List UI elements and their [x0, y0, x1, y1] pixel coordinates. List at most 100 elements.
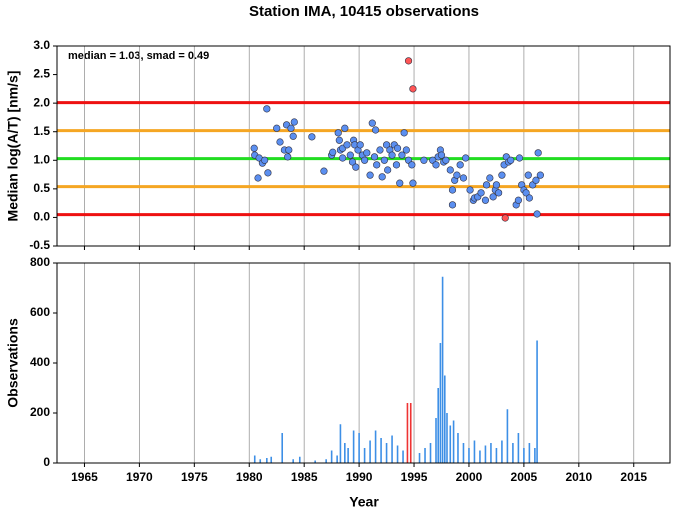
plot-frame — [56, 45, 671, 247]
point — [522, 189, 530, 197]
y-tick-label: 1.0 — [33, 152, 50, 166]
bar — [391, 435, 393, 463]
x-tick-label: 2005 — [511, 470, 538, 484]
x-tick-label: 2015 — [620, 470, 647, 484]
point — [489, 193, 497, 201]
bar — [449, 425, 452, 463]
y-tick-label: 1.5 — [33, 124, 50, 138]
x-tick-label: 1985 — [291, 470, 318, 484]
point — [501, 214, 509, 222]
point — [532, 176, 540, 184]
point — [335, 136, 343, 144]
plot-frame — [56, 262, 671, 464]
bar — [443, 375, 446, 463]
point — [356, 141, 364, 149]
point — [446, 166, 454, 174]
point — [341, 124, 349, 132]
point — [261, 156, 269, 164]
point — [352, 163, 360, 171]
point — [384, 166, 392, 174]
point — [363, 149, 371, 157]
bar — [536, 340, 538, 463]
point — [348, 158, 357, 166]
point — [498, 171, 506, 179]
bar — [490, 443, 492, 463]
point — [481, 196, 490, 204]
point — [442, 156, 450, 164]
point — [408, 161, 416, 169]
point — [525, 194, 533, 202]
y-tick-label: 2.0 — [33, 95, 50, 109]
point — [400, 129, 408, 137]
bar — [441, 276, 444, 463]
point — [432, 161, 440, 169]
bar — [298, 456, 301, 463]
point — [495, 189, 503, 197]
bar — [259, 459, 262, 463]
bar — [495, 448, 498, 463]
bar — [452, 420, 455, 463]
point — [492, 181, 501, 189]
point — [273, 124, 281, 132]
bar — [468, 448, 470, 463]
point — [402, 146, 410, 154]
point — [276, 138, 284, 146]
bar — [281, 433, 284, 463]
point — [420, 156, 428, 164]
bar — [528, 443, 531, 463]
point — [437, 151, 446, 159]
bar — [523, 448, 525, 463]
point — [371, 126, 380, 134]
bar — [429, 443, 432, 463]
bar — [437, 388, 440, 463]
point — [482, 181, 491, 189]
point — [404, 57, 413, 65]
bar — [457, 433, 459, 463]
point — [290, 118, 298, 126]
y-tick-label: 200 — [30, 405, 50, 419]
bar — [506, 409, 509, 463]
bar — [406, 403, 409, 463]
bar — [402, 450, 404, 463]
y-tick-label: 400 — [30, 355, 50, 369]
point — [376, 146, 384, 154]
point — [534, 149, 542, 157]
bar — [409, 403, 412, 463]
point — [536, 171, 544, 179]
bar — [266, 458, 268, 463]
bar — [534, 448, 536, 463]
point — [524, 171, 532, 179]
point — [477, 189, 485, 197]
x-tick-label: 1965 — [71, 470, 98, 484]
x-tick-label: 2010 — [565, 470, 592, 484]
y-tick-label: 0.5 — [33, 181, 50, 195]
point — [254, 174, 262, 182]
point — [396, 179, 404, 187]
y-tick-label: 800 — [30, 255, 50, 269]
y-tick-label: 0.0 — [33, 210, 50, 224]
point — [360, 156, 369, 164]
x-tick-label: 1980 — [236, 470, 263, 484]
point — [250, 144, 258, 152]
y-tick-label: -0.5 — [29, 238, 50, 252]
point — [448, 186, 457, 194]
point — [373, 161, 381, 169]
point — [456, 161, 464, 169]
point — [346, 151, 354, 159]
bar — [336, 455, 338, 463]
point — [448, 201, 457, 209]
point — [370, 153, 379, 161]
bar — [446, 413, 448, 463]
point — [409, 179, 417, 187]
y-tick-label: 600 — [30, 305, 50, 319]
point — [462, 154, 470, 162]
bar — [292, 459, 294, 463]
x-tick-label: 1975 — [181, 470, 208, 484]
point — [393, 144, 402, 152]
bar — [380, 438, 382, 463]
y-tick-label: 2.5 — [33, 67, 50, 81]
point — [388, 151, 396, 159]
bar — [330, 450, 333, 463]
point — [329, 148, 337, 156]
point — [486, 174, 494, 182]
